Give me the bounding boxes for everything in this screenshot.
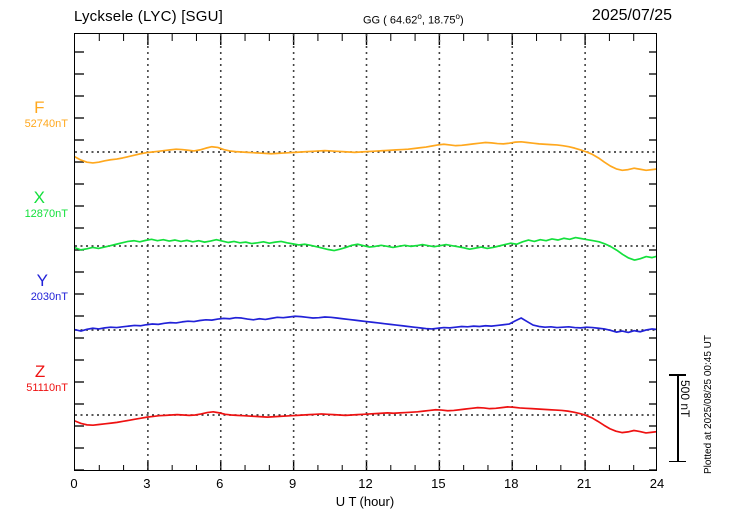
x-tick-label-0: 0 bbox=[70, 476, 78, 491]
geographic-coordinates: GG ( 64.62o, 18.75o) bbox=[363, 12, 464, 27]
x-tick-label-18: 18 bbox=[504, 476, 519, 491]
degree-symbol-lat: o bbox=[417, 12, 422, 21]
scale-bar-bottom-cap bbox=[669, 460, 686, 462]
coords-prefix: GG ( 64.62 bbox=[363, 14, 418, 27]
x-tick-label-6: 6 bbox=[216, 476, 224, 491]
component-label-z: Z 51110nT bbox=[26, 363, 68, 394]
plotted-timestamp: Plotted at 2025/08/25 00:45 UT bbox=[703, 335, 714, 474]
trace-z bbox=[75, 406, 656, 434]
component-label-y: Y 2030nT bbox=[31, 272, 68, 303]
magnetogram-traces bbox=[75, 34, 656, 470]
trace-x bbox=[75, 236, 656, 261]
component-symbol-f: F bbox=[34, 98, 45, 117]
component-baseline-y: 2030nT bbox=[30, 291, 68, 303]
component-baseline-f: 52740nT bbox=[24, 118, 68, 130]
component-label-f: F 52740nT bbox=[25, 99, 68, 130]
trace-f bbox=[75, 140, 656, 172]
x-axis-title-ut: U T bbox=[335, 494, 357, 509]
scale-bar-line bbox=[677, 374, 679, 462]
x-axis-title-unit: (hour) bbox=[359, 494, 395, 509]
coords-mid: , 18.75 bbox=[421, 14, 456, 27]
scale-bar-label: 500 nT bbox=[678, 380, 692, 418]
component-label-x: X 12870nT bbox=[25, 189, 68, 220]
component-baseline-z: 51110nT bbox=[26, 382, 68, 394]
component-baseline-x: 12870nT bbox=[24, 208, 68, 220]
station-title: Lycksele (LYC) [SGU] bbox=[74, 8, 224, 25]
magnetogram-plot-area bbox=[74, 33, 657, 471]
trace-y bbox=[75, 315, 656, 334]
observation-date: 2025/07/25 bbox=[591, 7, 672, 24]
x-tick-label-15: 15 bbox=[431, 476, 446, 491]
scale-bar bbox=[669, 374, 686, 462]
x-tick-label-12: 12 bbox=[358, 476, 373, 491]
x-axis-title: U T (hour) bbox=[0, 494, 730, 509]
component-symbol-y: Y bbox=[36, 271, 49, 290]
x-tick-label-9: 9 bbox=[289, 476, 297, 491]
coords-suffix: ) bbox=[459, 14, 464, 27]
component-symbol-z: Z bbox=[34, 362, 46, 381]
component-symbol-x: X bbox=[33, 188, 45, 207]
degree-symbol-lon: o bbox=[455, 12, 460, 21]
x-tick-label-21: 21 bbox=[576, 476, 592, 491]
x-tick-label-24: 24 bbox=[649, 476, 665, 491]
x-tick-label-3: 3 bbox=[143, 476, 151, 491]
